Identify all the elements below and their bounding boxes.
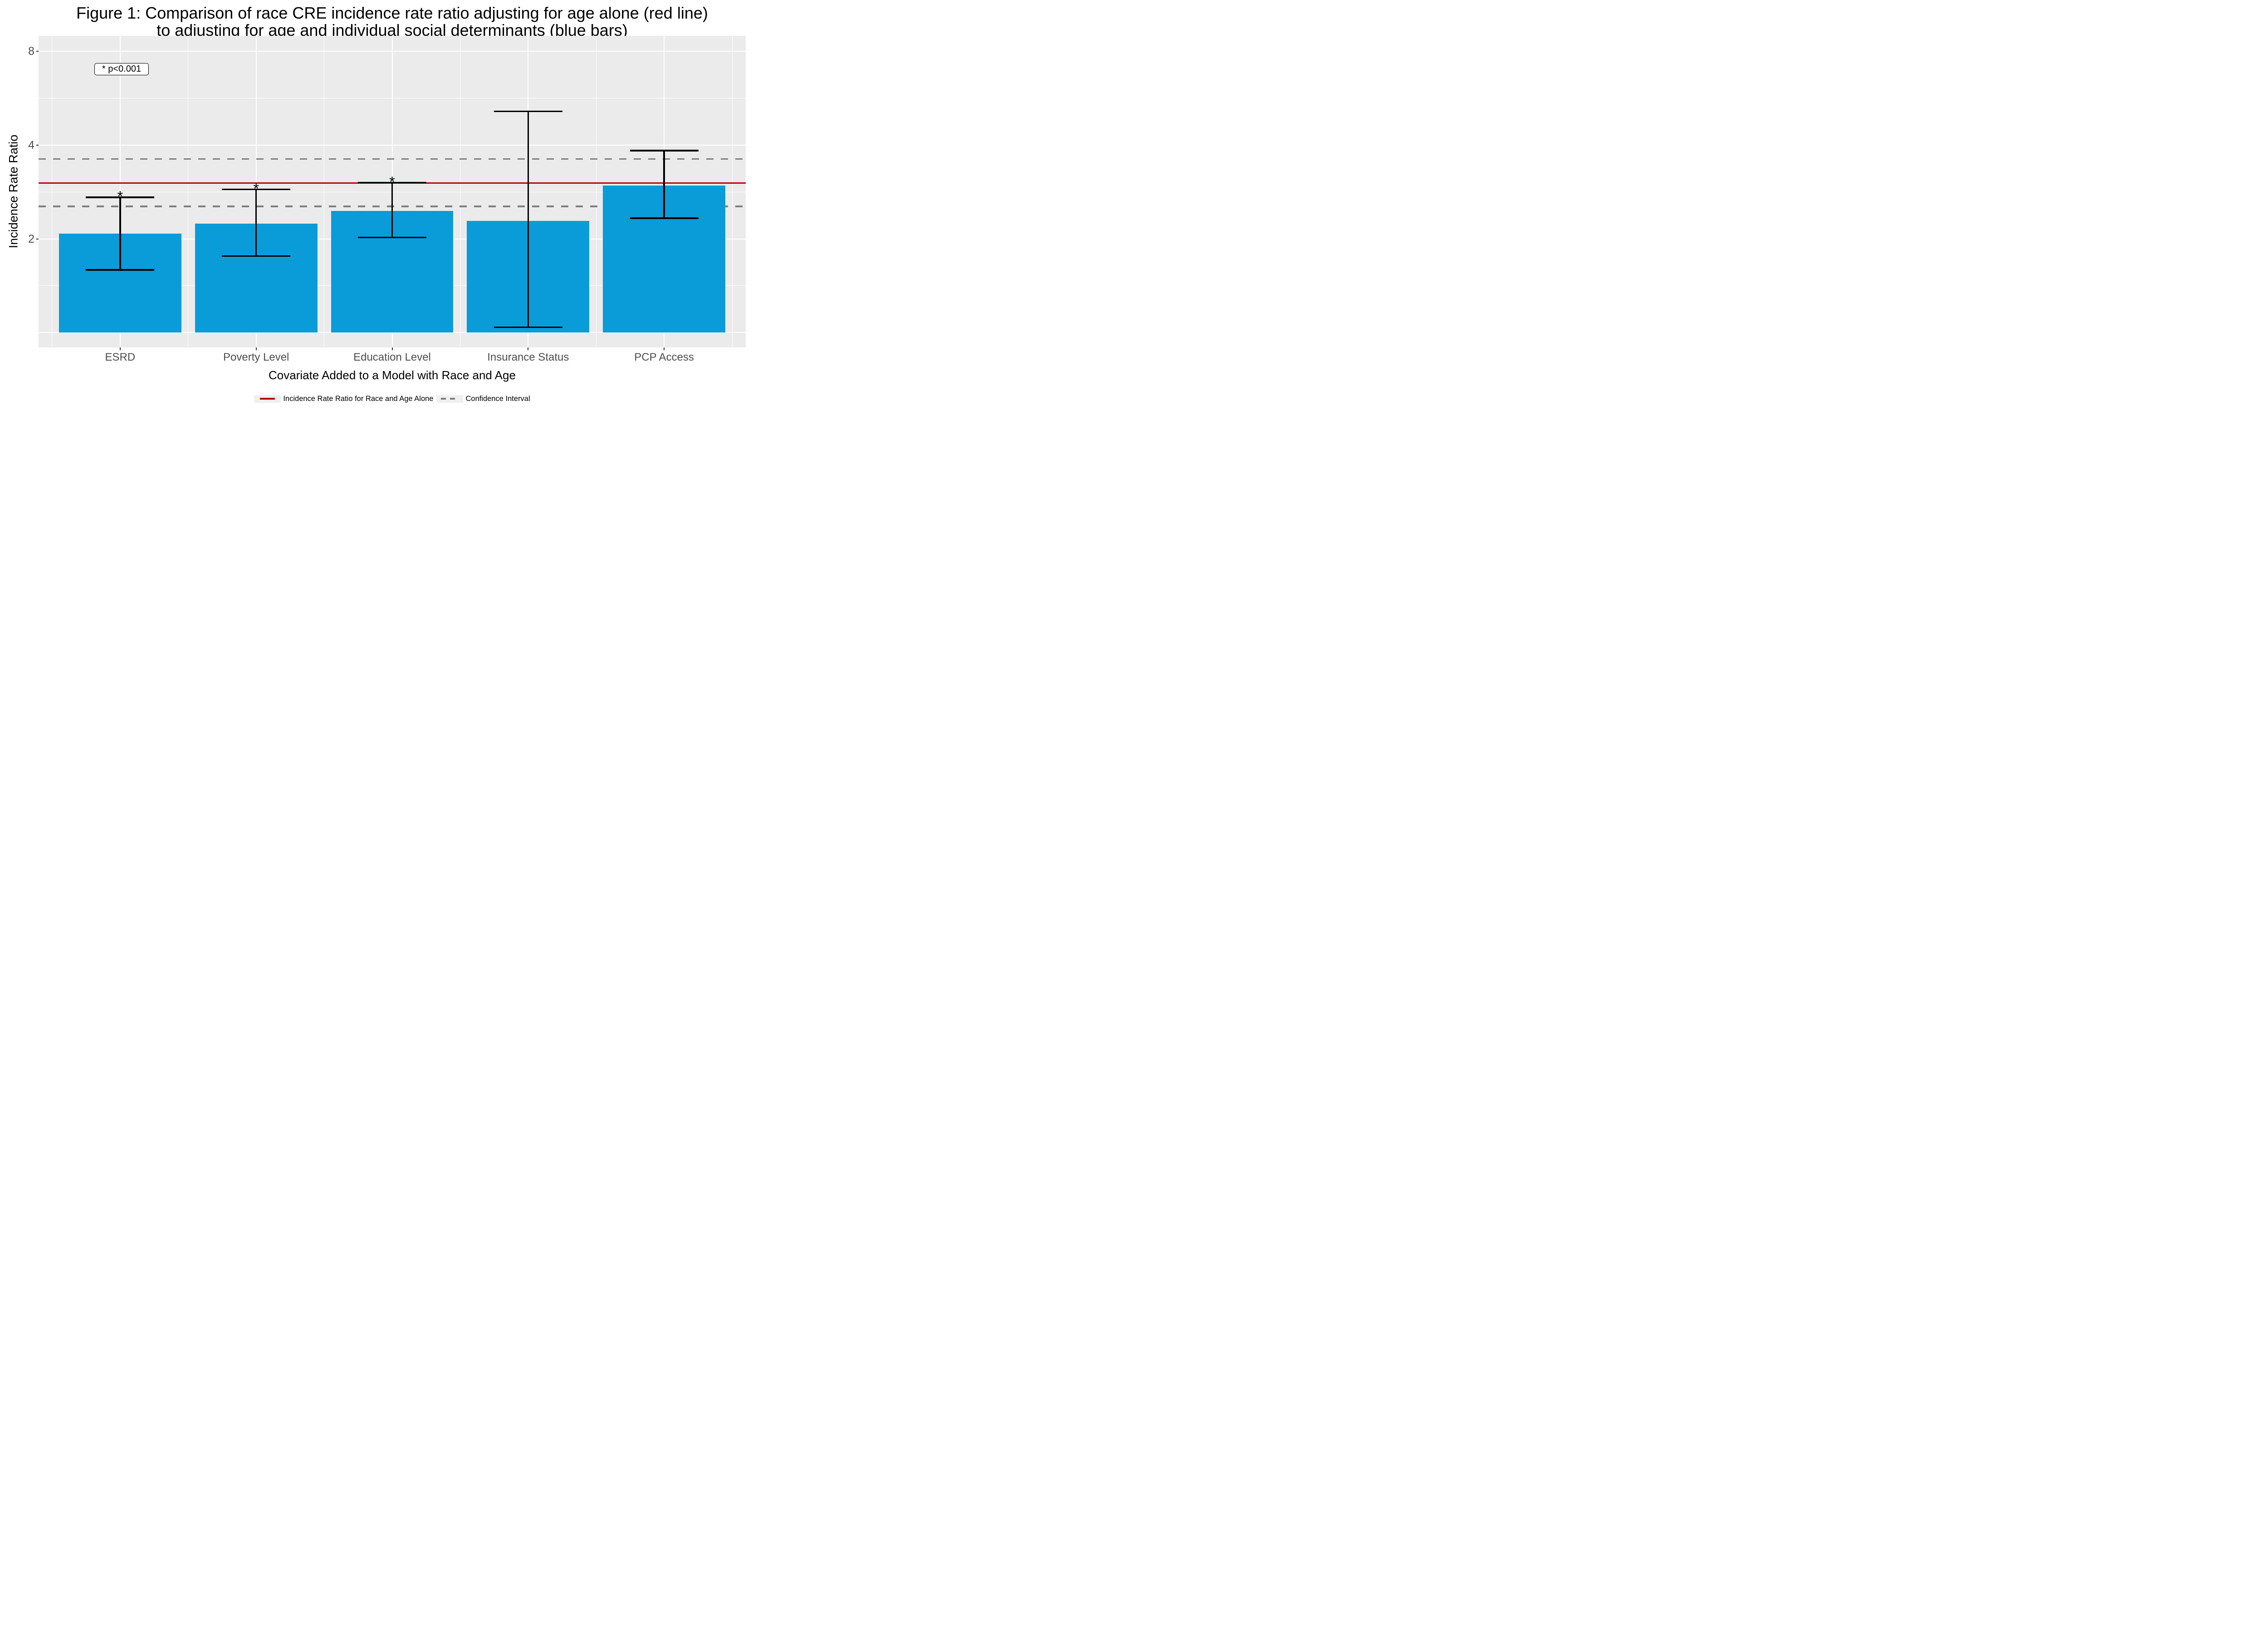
- legend: Incidence Rate Ratio for Race and Age Al…: [39, 395, 746, 403]
- y-tick-mark: [36, 144, 39, 146]
- legend-label-reference-line: Incidence Rate Ratio for Race and Age Al…: [283, 394, 434, 403]
- error-bar-cap-top: [630, 150, 699, 152]
- plot-panel: * * *: [39, 36, 746, 347]
- dashed-line-swatch-icon: [440, 397, 459, 400]
- significance-asterisk: *: [117, 188, 123, 205]
- y-tick-label: 8: [28, 45, 34, 58]
- x-tick-label: Insurance Status: [487, 351, 569, 363]
- gridline-major-x: [119, 36, 121, 347]
- x-tick-mark: [391, 347, 393, 350]
- x-axis-title: Covariate Added to a Model with Race and…: [269, 368, 516, 382]
- error-bar-cap-bottom: [630, 217, 699, 219]
- gridline-minor-x: [732, 36, 733, 347]
- red-line-swatch-icon: [260, 397, 275, 400]
- error-bar-line: [119, 197, 121, 270]
- error-bar-cap-top: [86, 196, 155, 198]
- legend-label-confidence-interval: Confidence Interval: [465, 394, 530, 403]
- y-axis-title: Incidence Rate Ratio: [6, 134, 20, 249]
- error-bar-cap-bottom: [222, 255, 291, 257]
- x-tick-label: Education Level: [353, 351, 431, 363]
- y-tick-mark: [36, 51, 39, 52]
- error-bar-cap-bottom: [358, 236, 426, 239]
- error-bar-line: [663, 150, 665, 218]
- x-tick-label: Poverty Level: [223, 351, 289, 363]
- x-tick-label: PCP Access: [634, 351, 694, 363]
- y-tick-label: 2: [28, 232, 34, 245]
- x-tick-mark: [255, 347, 257, 350]
- x-tick-mark: [664, 347, 665, 350]
- p-value-annotation: * p<0.001: [94, 63, 149, 75]
- ci-dashed-line: [39, 158, 746, 160]
- error-bar-cap-bottom: [86, 269, 155, 271]
- significance-asterisk: *: [253, 180, 259, 197]
- significance-asterisk: *: [389, 173, 395, 190]
- error-bar-line: [527, 111, 529, 328]
- chart-title: Figure 1: Comparison of race CRE inciden…: [39, 5, 746, 39]
- error-bar-line: [255, 189, 257, 256]
- error-bar-cap-bottom: [494, 326, 562, 328]
- figure: Figure 1: Comparison of race CRE inciden…: [0, 0, 748, 408]
- error-bar-cap-top: [222, 188, 291, 191]
- legend-key-confidence-interval: [436, 395, 464, 403]
- x-tick-label: ESRD: [105, 351, 136, 363]
- y-tick-label: 4: [28, 138, 34, 152]
- y-tick-mark: [36, 238, 39, 240]
- error-bar-cap-top: [494, 110, 562, 112]
- chart-title-line1: Figure 1: Comparison of race CRE inciden…: [76, 4, 708, 22]
- legend-key-reference-line: [254, 395, 281, 403]
- error-bar-line: [391, 182, 393, 238]
- x-tick-mark: [119, 347, 121, 350]
- error-bar-cap-top: [358, 181, 426, 184]
